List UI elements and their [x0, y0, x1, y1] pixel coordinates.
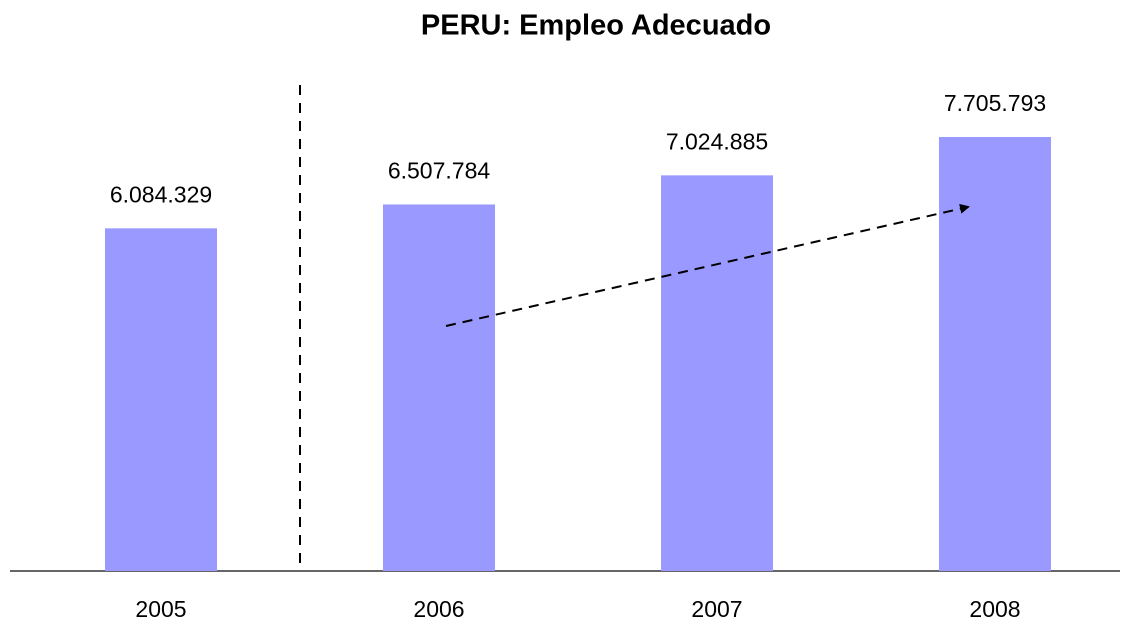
value-label: 6.084.329: [110, 181, 212, 207]
x-tick-label: 2005: [135, 596, 186, 622]
chart-title: PERU: Empleo Adecuado: [421, 10, 771, 42]
x-tick-label: 2008: [969, 596, 1020, 622]
x-tick-label: 2006: [413, 596, 464, 622]
value-label: 7.705.793: [944, 90, 1046, 116]
bar: [939, 137, 1051, 571]
x-tick-label: 2007: [691, 596, 742, 622]
bars: [105, 137, 1051, 571]
trend-arrow: [445, 203, 970, 327]
bar: [105, 228, 217, 571]
value-label: 6.507.784: [388, 158, 491, 184]
bar: [661, 175, 773, 571]
value-label: 7.024.885: [666, 128, 768, 154]
bar: [383, 204, 495, 571]
